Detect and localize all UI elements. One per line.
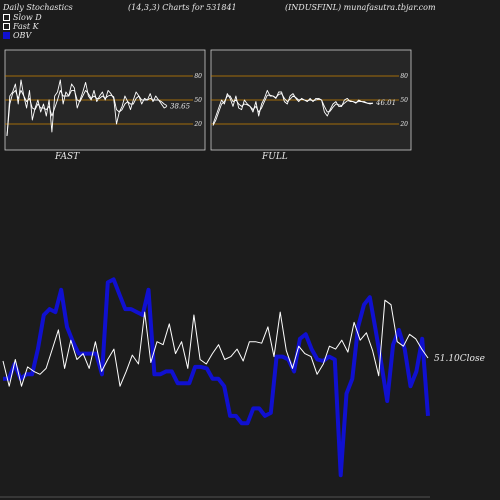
series-line-full-0 (212, 89, 374, 125)
series-line-fast-0 (6, 79, 168, 137)
series-line-fast-1 (6, 89, 168, 137)
tick-label-fast-20: 20 (193, 121, 202, 128)
last-value-label-close: 51.10Close (434, 354, 485, 364)
header-left: Daily Stochastics (3, 3, 73, 12)
tick-label-full-20: 20 (399, 121, 408, 128)
legend-label-obv: OBV (13, 31, 32, 40)
header-middle: (14,3,3) Charts for 531841 (128, 3, 237, 12)
tick-label-fast-80: 80 (194, 73, 202, 80)
panel-label-full: FULL (262, 152, 288, 162)
last-value-label-fast: 38.65 (170, 102, 191, 110)
legend-swatch-slow (3, 14, 10, 21)
legend-label-fast: Fast K (13, 22, 39, 31)
header-right: (INDUSFINL) munafasutra.tbjar.com (285, 3, 436, 12)
tick-label-full-80: 80 (400, 73, 408, 80)
panel-label-fast: FAST (55, 152, 80, 162)
tick-label-full-50: 50 (400, 97, 408, 104)
legend-swatch-obv (3, 32, 10, 39)
series-line-obv (3, 277, 430, 478)
legend-item-fast: Fast K (3, 22, 42, 31)
legend-item-slow: Slow D (3, 13, 42, 22)
legend: Slow D Fast K OBV (3, 13, 42, 40)
legend-label-slow: Slow D (13, 13, 42, 22)
tick-label-fast-50: 50 (194, 97, 202, 104)
series-line-full-1 (212, 93, 373, 126)
legend-swatch-fast (3, 23, 10, 30)
last-value-label-full: 46.01 (375, 99, 396, 107)
legend-item-obv: OBV (3, 31, 42, 40)
series-line-close (2, 299, 429, 387)
